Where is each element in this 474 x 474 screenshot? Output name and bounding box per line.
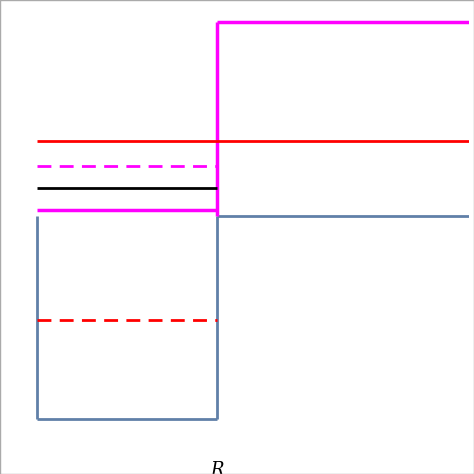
Text: R: R [210,461,224,474]
